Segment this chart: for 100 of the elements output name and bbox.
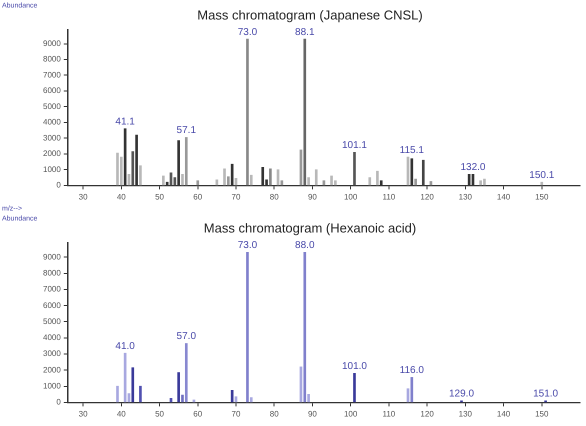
- annotation: 41.0: [115, 340, 136, 352]
- bar: [181, 174, 184, 186]
- x-tick-label: 150: [535, 409, 549, 418]
- bar: [250, 174, 253, 186]
- bar: [227, 176, 230, 186]
- x-tick-label: 40: [116, 409, 126, 418]
- bar: [177, 372, 180, 402]
- y-tick-label: 3000: [43, 349, 62, 358]
- x-tick-label: 150: [535, 192, 549, 202]
- annotation: 151.0: [533, 388, 559, 400]
- bar: [376, 170, 379, 186]
- x-tick-label: 100: [344, 192, 358, 202]
- x-tick-label: 30: [78, 409, 88, 418]
- y-tick-label: 9000: [43, 38, 62, 48]
- bar: [330, 176, 333, 186]
- bar: [223, 168, 226, 186]
- x-tick-label: 60: [193, 409, 203, 418]
- bar: [300, 150, 302, 186]
- x-tick-label: 110: [382, 192, 396, 202]
- bar: [216, 180, 218, 186]
- bar: [303, 38, 306, 186]
- x-tick-label: 100: [344, 409, 358, 418]
- bar: [184, 137, 188, 186]
- bar: [234, 396, 238, 402]
- bar: [368, 177, 372, 186]
- annotation: 88.1: [295, 26, 315, 38]
- annotation: 115.1: [400, 144, 424, 156]
- annotation: 132.0: [460, 162, 486, 174]
- x-tick-label: 60: [193, 192, 203, 202]
- bar: [307, 394, 310, 402]
- annotation: 101.1: [342, 140, 368, 152]
- y-tick-label: 8000: [43, 268, 62, 278]
- bar: [131, 151, 134, 186]
- x-tick-label: 120: [420, 192, 434, 202]
- x-tick-label: 130: [458, 409, 473, 418]
- y-tick-label: 7000: [43, 70, 62, 80]
- y-tick-label: 2000: [43, 149, 62, 158]
- bar: [162, 176, 165, 186]
- annotation: 150.1: [529, 170, 555, 182]
- x-tick-label: 80: [270, 192, 280, 202]
- x-tick-label: 140: [496, 409, 511, 418]
- x-tick-label: 30: [78, 192, 88, 202]
- bar: [170, 398, 172, 402]
- x-tick-label: 40: [116, 192, 126, 202]
- bar: [139, 386, 142, 402]
- y-tick-label: 0: [56, 180, 62, 190]
- bar: [430, 181, 432, 186]
- bar: [230, 390, 234, 402]
- bar: [303, 252, 306, 402]
- y-tick-label: 4000: [43, 333, 62, 342]
- bar: [276, 169, 280, 186]
- bar: [422, 160, 425, 186]
- bar: [192, 400, 196, 402]
- annotation: 129.0: [448, 388, 474, 400]
- y-tick-label: 5000: [43, 316, 62, 326]
- bar: [131, 367, 134, 402]
- bar: [353, 373, 356, 402]
- bar: [406, 388, 410, 402]
- y-tick-label: 9000: [43, 252, 62, 262]
- x-tick-label: 130: [458, 192, 473, 202]
- bar: [120, 156, 123, 186]
- bar: [300, 366, 302, 402]
- annotation: 116.0: [400, 365, 424, 376]
- annotation: 88.0: [295, 240, 315, 252]
- annotation: 57.0: [176, 331, 196, 342]
- x-tick-label: 90: [308, 409, 318, 418]
- bar: [410, 377, 414, 402]
- bar: [353, 152, 356, 186]
- y-tick-label: 4000: [43, 118, 62, 127]
- bar: [128, 174, 130, 186]
- x-tick-label: 80: [270, 409, 280, 418]
- chart-title: Mass chromatogram (Hexanoic acid): [204, 220, 416, 236]
- chart-title: Mass chromatogram (Japanese CNSL): [197, 7, 423, 22]
- bar: [307, 177, 310, 186]
- x-tick-label: 50: [155, 409, 165, 418]
- y-tick-label: 3000: [43, 133, 62, 142]
- bar: [314, 169, 318, 186]
- y-tick-label: 6000: [43, 86, 62, 96]
- x-tick-label: 140: [496, 192, 511, 202]
- y-tick-label: 5000: [43, 102, 62, 111]
- bar: [250, 397, 253, 402]
- bar: [139, 165, 142, 186]
- x-tick-label: 70: [232, 192, 241, 202]
- x-tick-label: 110: [382, 409, 396, 418]
- bar: [234, 178, 238, 186]
- bar: [181, 394, 184, 402]
- y-tick-label: 0: [56, 398, 62, 407]
- bar: [116, 152, 119, 186]
- bar: [269, 168, 272, 186]
- bar: [246, 252, 249, 402]
- bar: [184, 343, 188, 402]
- y-tick-label: 2000: [43, 365, 62, 374]
- annotation: 73.0: [238, 26, 258, 38]
- bar: [124, 352, 126, 402]
- bar: [406, 156, 410, 186]
- annotation: 41.1: [115, 116, 136, 128]
- bar: [170, 172, 172, 186]
- bar: [483, 178, 486, 186]
- x-tick-label: 50: [155, 192, 165, 202]
- y-tick-label: 7000: [43, 284, 62, 294]
